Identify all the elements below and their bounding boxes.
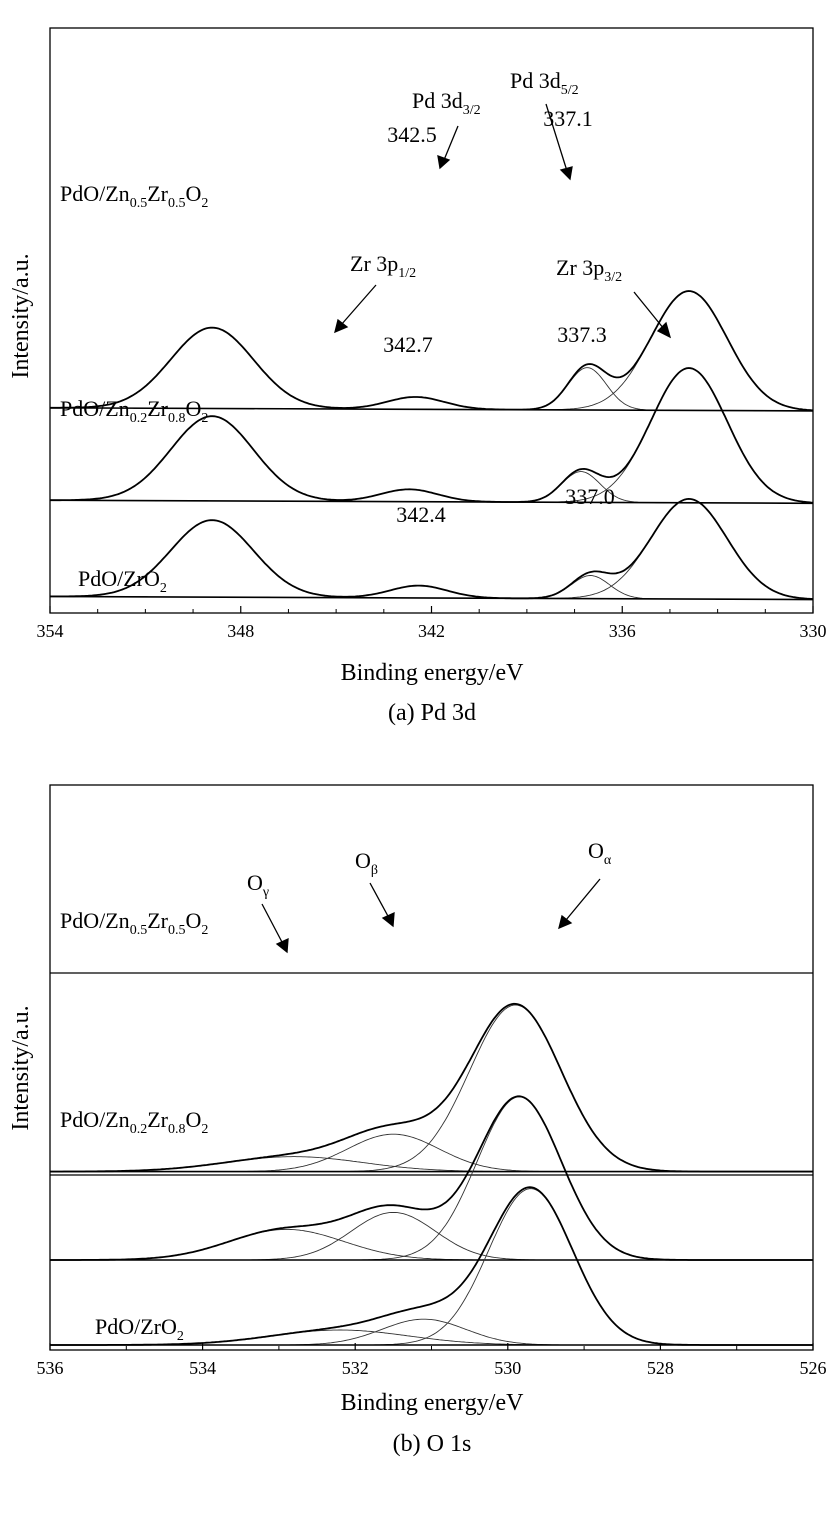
x-tick-label: 528: [647, 1358, 674, 1378]
x-axis-label: Binding energy/eV: [341, 660, 525, 686]
x-tick-label: 534: [189, 1358, 216, 1378]
spectrum-line: [50, 497, 814, 600]
annotation-arrow: [633, 291, 672, 339]
curves: [49, 290, 814, 601]
component-peak: [50, 367, 814, 504]
annotation-arrow: [369, 882, 395, 928]
x-ticks: 354 348 342 336 330: [37, 606, 827, 641]
x-tick-label: 532: [342, 1358, 369, 1378]
panel-o-1s: 536 534 532 530 528 526 PdO/Zn0.5Zr0.5O2 PdO/…: [8, 784, 827, 1457]
x-tick-label: 526: [800, 1358, 827, 1378]
x-tick-label: 336: [609, 621, 636, 641]
peak-label-o-beta: Oβ: [355, 848, 378, 878]
peak-label-o-gamma: Oγ: [247, 870, 269, 900]
peak-label-zr-3p12: Zr 3p1/2: [350, 251, 416, 281]
annotation-arrow: [261, 903, 289, 954]
spectrum-line: [50, 1186, 813, 1346]
x-ticks: 536 534 532 530 528 526: [37, 1343, 827, 1378]
sample-label: PdO/Zn0.5Zr0.5O2: [60, 908, 208, 938]
x-tick-label: 530: [494, 1358, 521, 1378]
component-peak: [50, 415, 813, 504]
sample-label: PdO/ZrO2: [78, 566, 167, 596]
x-axis-label: Binding energy/eV: [341, 1390, 525, 1416]
plot-frame: [49, 784, 814, 1351]
x-tick-label: 348: [227, 621, 254, 641]
component-peak: [50, 471, 813, 504]
background-line: [49, 407, 814, 412]
peak-label-zr-3p32: Zr 3p3/2: [556, 255, 622, 285]
peak-value-label: 342.7: [383, 332, 433, 357]
component-peak: [50, 1004, 813, 1173]
spectrum-line: [50, 367, 814, 504]
peak-label-pd-3d52: Pd 3d5/2: [510, 68, 579, 98]
peak-value-label: 337.3: [557, 322, 607, 347]
y-axis-label: Intensity/a.u.: [8, 253, 34, 378]
x-tick-label: 354: [37, 621, 64, 641]
peak-value-label: 342.5: [387, 122, 437, 147]
peak-value-label: 337.1: [543, 106, 593, 131]
spectrum-line: [50, 1095, 813, 1261]
panel-pd-3d: 354 348 342 336 330 PdO/Zn0.5Zr0.5O2 PdO/Zn0…: [8, 27, 827, 726]
x-tick-label: 330: [800, 621, 827, 641]
background-line: [49, 595, 814, 601]
background-line: [49, 499, 814, 505]
peak-value-label: 342.4: [396, 502, 446, 527]
component-peak: [50, 1228, 813, 1261]
panel-caption: (b) O 1s: [393, 1431, 472, 1457]
annotation-arrow: [334, 284, 377, 334]
sample-label: PdO/Zn0.2Zr0.8O2: [60, 1107, 208, 1137]
component-peak: [50, 1211, 813, 1261]
peak-label-o-alpha: Oα: [588, 838, 612, 868]
curves: [50, 1002, 813, 1346]
sample-label: PdO/Zn0.2Zr0.8O2: [60, 396, 208, 426]
x-tick-label: 536: [37, 1358, 64, 1378]
panel-caption: (a) Pd 3d: [388, 700, 476, 726]
spectrum-line: [50, 1002, 813, 1173]
spectrum-line: [50, 290, 814, 412]
sample-label: PdO/ZrO2: [95, 1314, 184, 1344]
annotation-arrow: [558, 878, 601, 930]
peak-value-label: 337.0: [565, 484, 615, 509]
annotation-arrow: [545, 103, 573, 181]
x-tick-label: 342: [418, 621, 445, 641]
y-axis-label: Intensity/a.u.: [8, 1005, 34, 1130]
peak-label-pd-3d32: Pd 3d3/2: [412, 88, 481, 118]
annotation-arrow: [437, 125, 459, 170]
sample-label: PdO/Zn0.5Zr0.5O2: [60, 181, 208, 211]
component-peak: [50, 1133, 813, 1173]
